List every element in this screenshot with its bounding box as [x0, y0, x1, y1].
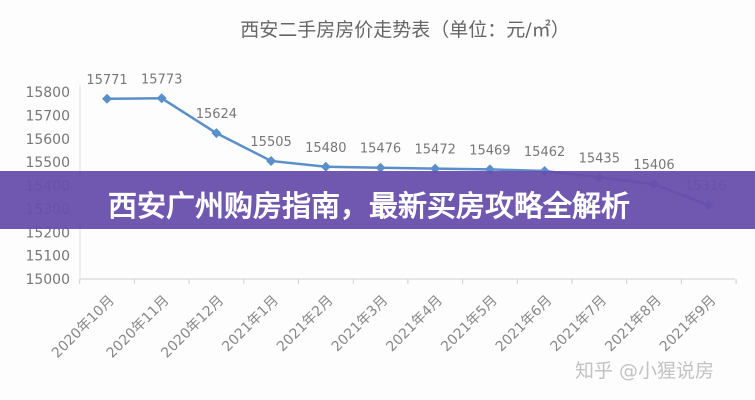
- data-label: 15469: [469, 143, 510, 158]
- y-tick-label: 15100: [25, 249, 70, 265]
- data-label: 15480: [305, 141, 346, 156]
- chart-title: 西安二手房房价走势表（单位：元/㎡）: [240, 18, 569, 41]
- x-tick-label: 2021年3月: [329, 293, 392, 356]
- x-tick-label: 2021年1月: [219, 293, 282, 356]
- data-label: 15773: [141, 72, 182, 87]
- data-point: [266, 155, 277, 166]
- y-tick-label: 15600: [25, 132, 70, 148]
- headline-banner: 西安广州购房指南，最新买房攻略全解析: [0, 171, 755, 229]
- x-tick-label: 2021年6月: [493, 293, 556, 356]
- data-label: 15624: [196, 107, 237, 122]
- x-tick-label: 2021年5月: [438, 293, 501, 356]
- data-point: [102, 93, 112, 104]
- x-tick-label: 2021年8月: [602, 293, 665, 356]
- data-label: 15472: [415, 143, 456, 158]
- data-label: 15435: [579, 151, 620, 166]
- data-label: 15771: [86, 73, 127, 88]
- x-tick-label: 2021年4月: [383, 293, 446, 356]
- data-label: 15505: [250, 135, 291, 150]
- y-tick-label: 15200: [25, 225, 70, 241]
- y-tick-label: 15700: [25, 108, 70, 124]
- data-point: [211, 128, 222, 139]
- data-point: [320, 161, 331, 172]
- data-label: 15406: [633, 158, 674, 173]
- x-tick-label: 2021年9月: [657, 293, 720, 356]
- data-point: [156, 93, 167, 104]
- data-label: 15462: [524, 145, 565, 160]
- data-label: 15476: [360, 142, 401, 157]
- y-tick-label: 15500: [25, 155, 70, 171]
- headline-text: 西安广州购房指南，最新买房攻略全解析: [108, 189, 631, 223]
- y-tick-label: 15000: [25, 272, 70, 288]
- y-tick-label: 15800: [25, 85, 70, 101]
- x-tick-label: 2021年7月: [548, 293, 611, 356]
- watermark: 知乎 @小猩说房: [575, 360, 715, 382]
- x-tick-label: 2021年2月: [274, 293, 337, 356]
- data-point: [375, 162, 386, 173]
